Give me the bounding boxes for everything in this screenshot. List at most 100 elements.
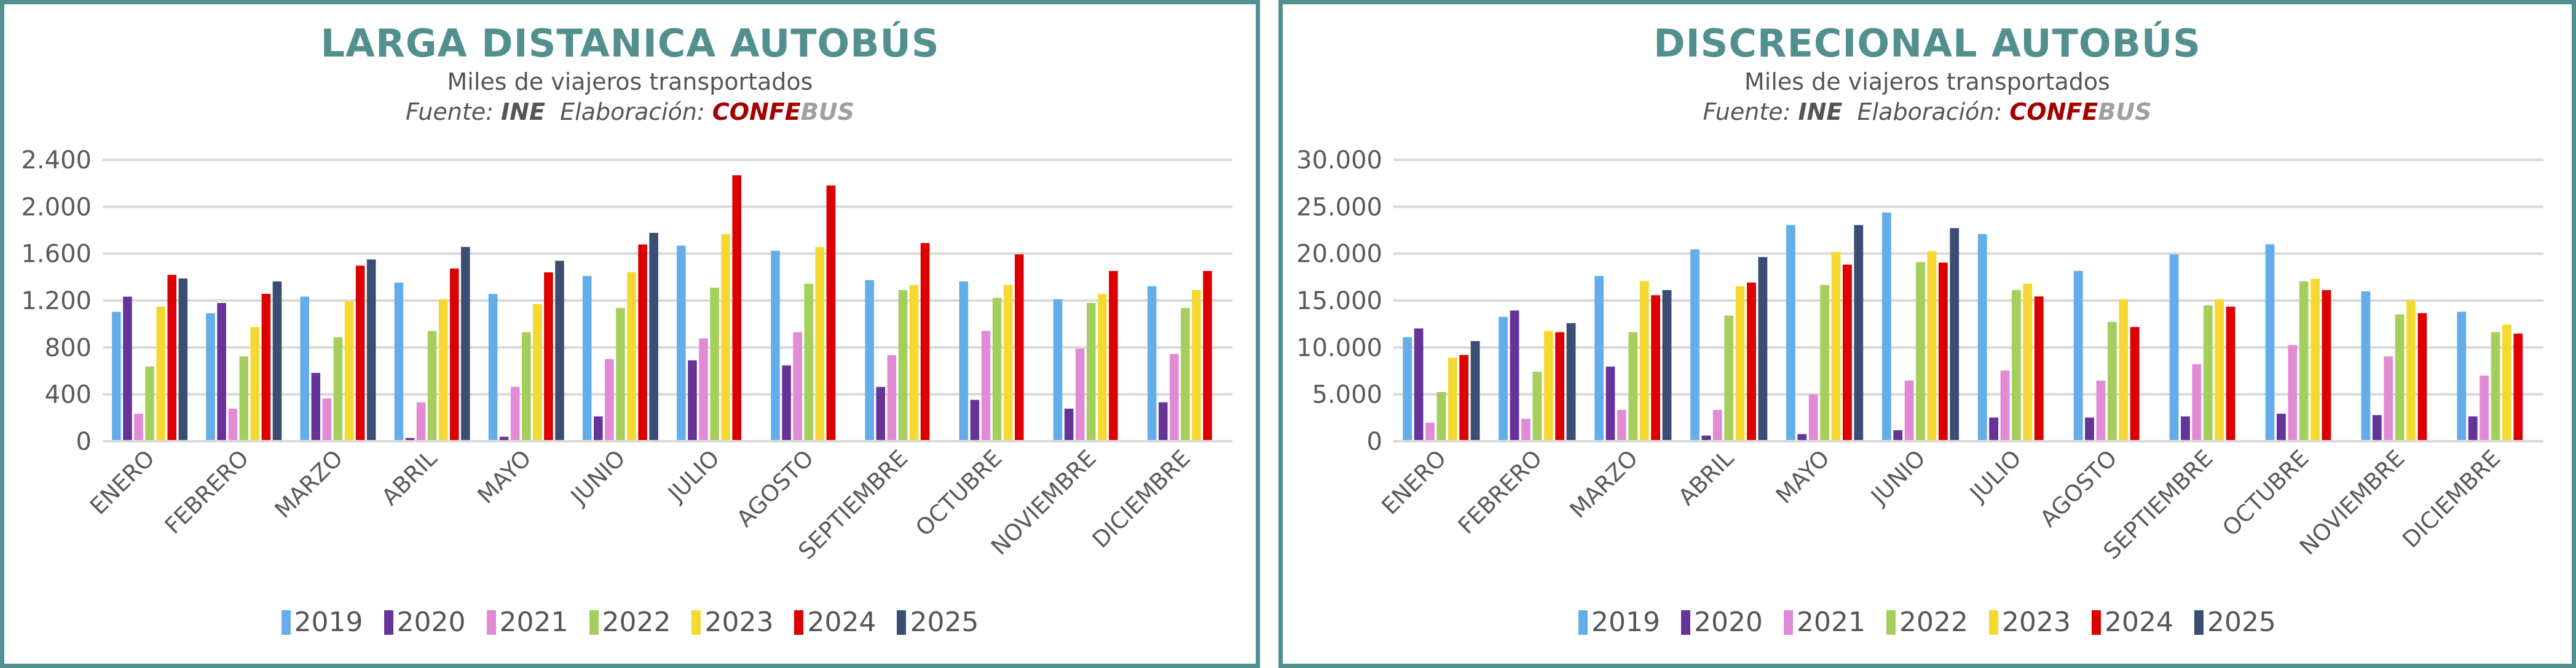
bar-2019-febrero — [1499, 316, 1508, 441]
bar-2020-septiembre — [2181, 416, 2190, 441]
legend-item-2019: 2019 — [1578, 607, 1660, 638]
legend-label: 2020 — [396, 607, 466, 638]
bar-2019-marzo — [1594, 276, 1604, 441]
bar-2021-abril — [416, 402, 426, 441]
y-tick-label: 10.000 — [1296, 334, 1382, 362]
bar-2019-junio — [1881, 212, 1891, 441]
bar-2023-septiembre — [909, 285, 919, 441]
chart-header: DISCRECIONAL AUTOBÚS Miles de viajeros t… — [1283, 22, 2572, 127]
bar-2023-enero — [1448, 357, 1457, 441]
bar-2023-diciembre — [1192, 290, 1201, 441]
legend-label: 2022 — [1899, 607, 1968, 638]
bar-chart-discrecional: 0 5.000 10.000 15.000 20.000 25.000 30.000 ENER… — [1296, 146, 2543, 565]
x-tick-label: MAYO — [1771, 445, 1835, 509]
bar-2021-junio — [1904, 380, 1914, 441]
y-tick-label: 0 — [76, 428, 92, 456]
bar-2020-mayo — [1797, 434, 1807, 441]
bar-2020-noviembre — [1064, 408, 1074, 441]
bar-2023-agosto — [815, 246, 825, 441]
bar-2022-noviembre — [1086, 303, 1096, 441]
bar-2020-septiembre — [876, 387, 886, 441]
bar-2023-marzo — [344, 301, 354, 441]
bar-2023-febrero — [250, 327, 260, 441]
bar-2020-junio — [1893, 430, 1903, 441]
bar-2022-junio — [616, 308, 625, 441]
bar-2021-diciembre — [1170, 354, 1179, 441]
bar-2025-febrero — [272, 281, 282, 441]
legend-item-2020: 2020 — [1681, 607, 1763, 638]
x-tick-label: ABRIL — [1673, 445, 1739, 511]
legend-item-2023: 2023 — [691, 607, 773, 638]
legend-item-2021: 2021 — [1784, 607, 1865, 638]
bar-2024-agosto — [2130, 327, 2140, 441]
legend-swatch — [1681, 610, 1691, 635]
bar-2024-junio — [638, 244, 647, 441]
bar-2021-noviembre — [2384, 356, 2393, 441]
bar-2025-enero — [178, 278, 188, 441]
bar-2022-febrero — [1532, 371, 1542, 441]
brand-bus: BUS — [800, 98, 855, 125]
legend-label: 2021 — [1797, 607, 1865, 638]
bar-2024-febrero — [1555, 332, 1565, 441]
legend-swatch — [1886, 610, 1896, 635]
bar-2021-junio — [605, 359, 614, 441]
bar-2024-junio — [1938, 262, 1948, 441]
bar-2025-marzo — [1662, 290, 1672, 441]
legend-swatch — [691, 610, 701, 635]
bar-2023-mayo — [533, 304, 542, 441]
y-tick-label: 20.000 — [1296, 240, 1382, 269]
chart-legend: 2019 2020 2021 2022 2023 2024 2025 — [1283, 607, 2572, 638]
elaboracion-label: Elaboración: — [1857, 98, 2003, 125]
brand-confe: CONFE — [2009, 98, 2098, 125]
bar-2025-marzo — [366, 259, 376, 441]
y-tick-label: 2.400 — [21, 146, 92, 175]
bar-2021-abril — [1712, 409, 1722, 441]
bar-2021-diciembre — [2479, 375, 2489, 441]
bar-2020-febrero — [217, 303, 226, 441]
bar-2021-enero — [1425, 422, 1435, 441]
bar-2024-octubre — [2322, 290, 2331, 441]
x-tick-label: JULIO — [662, 445, 725, 508]
legend-label: 2019 — [294, 607, 363, 638]
bar-2019-enero — [112, 312, 121, 441]
bar-2021-septiembre — [887, 355, 897, 441]
bar-2025-febrero — [1566, 323, 1576, 441]
bar-2021-julio — [699, 338, 708, 441]
legend-swatch — [1988, 610, 1998, 635]
bar-2025-abril — [461, 246, 470, 441]
legend-swatch — [2091, 610, 2101, 635]
x-tick-label: DICIEMBRE — [1087, 445, 1195, 553]
bar-2024-diciembre — [2513, 333, 2523, 441]
bar-2020-julio — [1989, 417, 1999, 441]
bar-2024-noviembre — [1109, 270, 1118, 441]
bar-2021-febrero — [1521, 418, 1530, 441]
bar-2023-abril — [1735, 286, 1745, 441]
x-tick-label: JULIO — [1964, 445, 2027, 508]
bar-2020-enero — [1414, 328, 1424, 441]
legend-label: 2023 — [2001, 607, 2071, 638]
bar-2019-mayo — [1786, 225, 1795, 441]
bar-2022-enero — [145, 366, 154, 441]
bar-2019-noviembre — [2361, 291, 2371, 441]
x-tick-label: ENERO — [85, 445, 160, 520]
brand-confe: CONFE — [712, 98, 801, 125]
bar-2019-octubre — [959, 281, 969, 441]
legend-swatch — [1578, 610, 1588, 635]
legend-label: 2020 — [1694, 607, 1763, 638]
y-tick-label: 15.000 — [1296, 287, 1382, 315]
legend-item-2022: 2022 — [1886, 607, 1968, 638]
bar-2020-febrero — [1510, 310, 1519, 441]
legend-item-2023: 2023 — [1988, 607, 2071, 638]
bar-2020-marzo — [311, 372, 321, 441]
x-tick-label: OCTUBRE — [910, 445, 1007, 541]
bar-2023-mayo — [1831, 252, 1841, 441]
bar-2023-julio — [721, 234, 730, 441]
bar-2020-diciembre — [1158, 402, 1168, 441]
bar-2024-octubre — [1014, 254, 1024, 441]
bar-2019-agosto — [2073, 270, 2083, 441]
y-tick-label: 25.000 — [1296, 193, 1382, 221]
bar-2023-enero — [156, 306, 165, 441]
bar-2023-noviembre — [2406, 300, 2416, 441]
x-tick-label: MAYO — [473, 445, 537, 509]
x-tick-label: JUNIO — [1865, 445, 1931, 511]
